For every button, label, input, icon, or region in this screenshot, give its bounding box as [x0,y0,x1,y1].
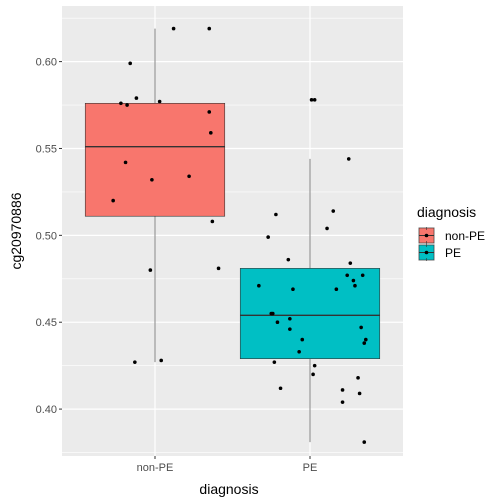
y-axis-title: cg20970886 [8,192,24,269]
y-tick-label: 0.40 [36,404,57,416]
legend-label: PE [445,246,461,260]
box-non-PE [84,28,226,363]
data-point [325,226,329,231]
data-point [297,349,301,354]
data-point [291,287,295,292]
data-point [207,110,212,114]
data-point [272,360,277,364]
data-point [159,358,163,363]
data-point [257,283,261,288]
data-point [312,98,317,102]
data-point [286,257,291,262]
x-tick-label: PE [303,462,318,474]
legend-key-point [424,233,429,238]
plot-panel [62,6,403,456]
data-point [133,360,137,364]
data-point [209,131,213,135]
data-point [271,311,275,316]
y-tick-label: 0.45 [36,317,57,329]
data-point [362,440,367,444]
data-point [207,26,212,31]
box-rect [84,102,226,217]
data-point [134,96,139,100]
y-tick-label: 0.50 [36,230,57,242]
x-axis-title: diagnosis [199,481,258,497]
y-axis: 0.40 0.45 0.50 0.55 0.60 [36,57,62,416]
data-point [274,212,278,217]
boxes [84,28,381,443]
data-point [300,337,305,342]
data-point [364,337,368,342]
data-point [360,273,365,278]
y-tick-label: 0.55 [36,143,57,155]
data-point [187,174,191,179]
data-point [111,198,115,203]
data-point [340,388,345,392]
data-point [275,320,280,325]
legend-title: diagnosis [417,204,476,220]
data-point [288,316,292,321]
data-point [357,391,362,396]
data-point [171,26,176,31]
data-point [345,273,350,278]
data-point [278,386,283,391]
data-point [119,101,123,106]
x-axis: non-PE PE [137,456,318,474]
data-point [309,98,314,102]
legend-item-PE: PE [418,244,461,261]
data-point [340,400,345,404]
x-tick-label: non-PE [137,462,174,474]
y-tick-label: 0.60 [36,57,57,69]
data-point [157,99,162,104]
data-point [150,177,154,182]
data-point [353,283,357,288]
data-point [210,219,215,224]
data-point [216,266,221,271]
data-point [351,278,356,283]
data-point [125,103,129,107]
data-point [311,372,315,377]
legend: diagnosis non-PE PE [417,204,485,261]
box-PE [239,158,381,443]
jitter-points [111,26,368,444]
data-point [128,61,132,66]
data-point [148,268,153,272]
data-point [359,325,363,330]
data-point [334,287,339,292]
legend-item-non-PE: non-PE [418,227,485,244]
legend-label: non-PE [445,229,485,243]
data-point [288,327,292,331]
data-point [356,376,360,380]
legend-key-point [424,250,429,255]
data-point [123,160,128,165]
data-point [362,341,367,345]
data-point [346,157,351,161]
data-point [266,235,270,239]
data-point [348,261,353,265]
data-point [331,209,336,213]
data-point [312,363,317,368]
box-rect [239,268,381,360]
